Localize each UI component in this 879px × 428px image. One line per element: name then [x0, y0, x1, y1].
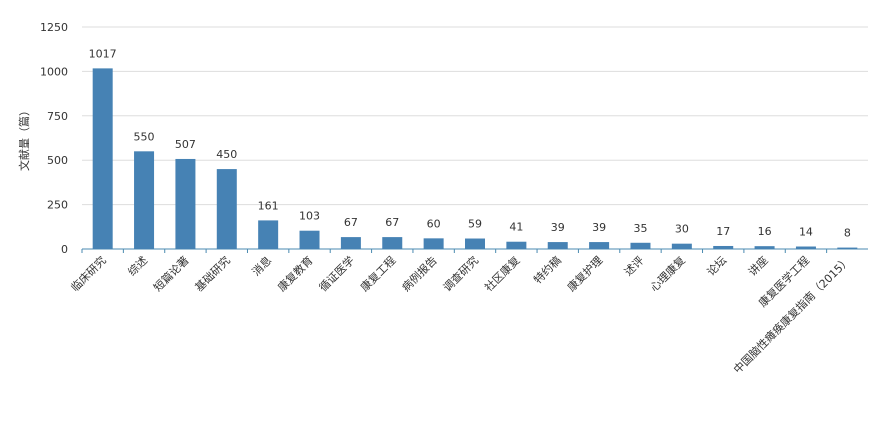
- bar: [465, 238, 485, 249]
- y-tick-label: 0: [61, 243, 68, 256]
- value-label: 1017: [89, 47, 117, 60]
- bar: [216, 169, 237, 249]
- bar: [92, 68, 113, 249]
- value-label: 59: [468, 218, 482, 231]
- x-tick-label: 述评: [622, 254, 647, 279]
- bar: [754, 246, 775, 249]
- value-label: 39: [592, 221, 606, 234]
- bar: [671, 243, 692, 249]
- bar: [630, 242, 651, 249]
- x-tick-label: 病例报告: [399, 253, 440, 294]
- value-label: 161: [258, 199, 279, 212]
- value-label: 60: [427, 217, 441, 230]
- value-label: 67: [385, 216, 399, 229]
- x-tick-label: 康复教育: [275, 253, 316, 294]
- value-label: 507: [175, 138, 196, 151]
- x-tick-label: 社区康复: [481, 253, 522, 294]
- value-label: 16: [758, 225, 772, 238]
- value-label: 450: [216, 148, 237, 161]
- value-label: 67: [344, 216, 358, 229]
- value-label: 103: [299, 210, 320, 223]
- value-label: 550: [134, 130, 155, 143]
- y-tick-label: 250: [47, 199, 68, 212]
- value-label: 8: [844, 227, 851, 240]
- x-tick-label: 论坛: [704, 253, 729, 278]
- bar: [547, 242, 568, 249]
- bar: [340, 237, 361, 249]
- y-tick-label: 1000: [40, 65, 68, 78]
- bar: [506, 241, 527, 249]
- x-tick-label: 综述: [125, 253, 150, 278]
- bar: [382, 237, 403, 249]
- x-tick-label: 讲座: [745, 253, 770, 278]
- bar: [795, 246, 816, 249]
- bar: [713, 245, 734, 249]
- bar: [299, 230, 320, 249]
- x-tick-label: 循证医学: [316, 253, 357, 294]
- bar: [837, 247, 858, 249]
- x-tick-label: 特约稿: [531, 253, 564, 286]
- x-tick-label: 消息: [249, 253, 274, 278]
- x-tick-label: 康复护理: [564, 253, 605, 294]
- y-tick-label: 1250: [40, 21, 68, 34]
- x-tick-label: 基础研究: [192, 253, 233, 294]
- value-label: 41: [509, 221, 523, 234]
- value-label: 17: [716, 225, 730, 238]
- value-label: 39: [551, 221, 565, 234]
- value-label: 35: [633, 222, 647, 235]
- bar: [134, 151, 155, 249]
- value-label: 30: [675, 223, 689, 236]
- y-tick-label: 750: [47, 110, 68, 123]
- y-tick-label: 500: [47, 154, 68, 167]
- bar: [423, 238, 444, 249]
- x-tick-label: 临床研究: [68, 253, 109, 294]
- x-tick-label: 短篇论著: [151, 253, 192, 294]
- y-axis-label: 文献量（篇）: [17, 105, 31, 171]
- bar: [589, 242, 610, 249]
- value-label: 14: [799, 226, 813, 239]
- x-tick-label: 调查研究: [440, 253, 481, 294]
- bar: [175, 158, 196, 249]
- x-tick-label: 康复工程: [357, 253, 398, 294]
- bar: [258, 220, 279, 249]
- x-tick-label: 心理康复: [647, 253, 688, 294]
